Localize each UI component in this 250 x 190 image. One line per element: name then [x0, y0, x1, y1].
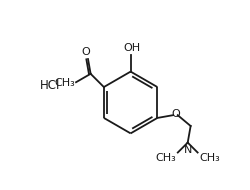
Text: CH₃: CH₃	[199, 154, 220, 163]
Text: HCl: HCl	[40, 79, 60, 92]
Text: OH: OH	[123, 43, 140, 53]
Text: O: O	[82, 47, 90, 57]
Text: N: N	[184, 145, 192, 155]
Text: CH₃: CH₃	[54, 78, 75, 88]
Text: O: O	[171, 109, 180, 119]
Text: CH₃: CH₃	[156, 154, 176, 163]
